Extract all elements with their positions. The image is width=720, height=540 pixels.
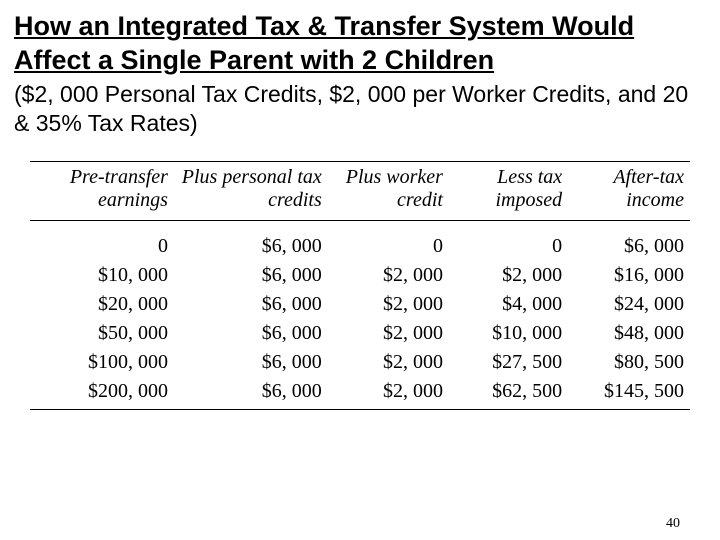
- cell: $2, 000: [328, 261, 449, 290]
- cell: 0: [449, 221, 568, 262]
- cell: $16, 000: [568, 261, 690, 290]
- table-row: $20, 000 $6, 000 $2, 000 $4, 000 $24, 00…: [30, 290, 690, 319]
- col-header: After-tax income: [568, 162, 690, 221]
- cell: 0: [328, 221, 449, 262]
- cell: $2, 000: [449, 261, 568, 290]
- table-header: Pre-transfer earnings Plus personal tax …: [30, 162, 690, 221]
- slide-title: How an Integrated Tax & Transfer System …: [14, 10, 706, 78]
- cell: $6, 000: [174, 348, 328, 377]
- cell: $62, 500: [449, 377, 568, 410]
- cell: $6, 000: [174, 261, 328, 290]
- cell: $200, 000: [30, 377, 174, 410]
- cell: $4, 000: [449, 290, 568, 319]
- cell: $2, 000: [328, 319, 449, 348]
- table-row: $200, 000 $6, 000 $2, 000 $62, 500 $145,…: [30, 377, 690, 410]
- cell: $6, 000: [174, 221, 328, 262]
- cell: $20, 000: [30, 290, 174, 319]
- table-row: 0 $6, 000 0 0 $6, 000: [30, 221, 690, 262]
- cell: $50, 000: [30, 319, 174, 348]
- cell: $6, 000: [568, 221, 690, 262]
- cell: $2, 000: [328, 290, 449, 319]
- cell: $10, 000: [30, 261, 174, 290]
- table-row: $100, 000 $6, 000 $2, 000 $27, 500 $80, …: [30, 348, 690, 377]
- slide: How an Integrated Tax & Transfer System …: [0, 0, 720, 540]
- cell: $100, 000: [30, 348, 174, 377]
- cell: $145, 500: [568, 377, 690, 410]
- table-body: 0 $6, 000 0 0 $6, 000 $10, 000 $6, 000 $…: [30, 221, 690, 410]
- cell: $6, 000: [174, 290, 328, 319]
- col-header: Less tax imposed: [449, 162, 568, 221]
- cell: $6, 000: [174, 319, 328, 348]
- cell: $6, 000: [174, 377, 328, 410]
- slide-number: 40: [666, 516, 680, 532]
- cell: $80, 500: [568, 348, 690, 377]
- slide-subtitle: ($2, 000 Personal Tax Credits, $2, 000 p…: [14, 80, 706, 140]
- table-row: $50, 000 $6, 000 $2, 000 $10, 000 $48, 0…: [30, 319, 690, 348]
- cell: $27, 500: [449, 348, 568, 377]
- cell: $10, 000: [449, 319, 568, 348]
- table-row: $10, 000 $6, 000 $2, 000 $2, 000 $16, 00…: [30, 261, 690, 290]
- col-header: Pre-transfer earnings: [30, 162, 174, 221]
- cell: 0: [30, 221, 174, 262]
- col-header: Plus worker credit: [328, 162, 449, 221]
- cell: $24, 000: [568, 290, 690, 319]
- cell: $2, 000: [328, 348, 449, 377]
- cell: $48, 000: [568, 319, 690, 348]
- col-header: Plus personal tax credits: [174, 162, 328, 221]
- tax-transfer-table: Pre-transfer earnings Plus personal tax …: [30, 161, 690, 410]
- cell: $2, 000: [328, 377, 449, 410]
